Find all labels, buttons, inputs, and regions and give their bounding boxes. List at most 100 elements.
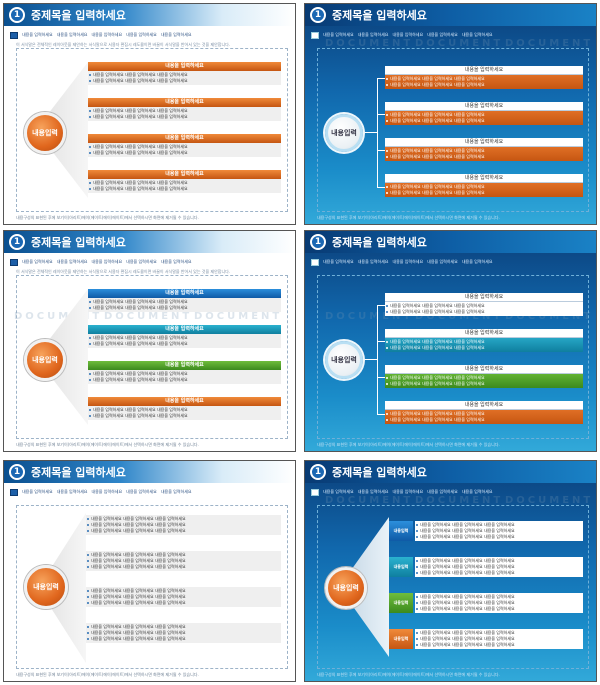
slide-title: 중제목을 입력하세요: [31, 9, 126, 22]
list-icon: [311, 31, 319, 39]
sub-nav-item: 내용을 입력하세요: [126, 489, 157, 494]
item-title: 내용을 입력하세요: [385, 174, 583, 183]
content-item[interactable]: 내용을 입력하세요 내용을 입력하세요 내용을 입력하세요 내용을 입력하세요 내…: [86, 551, 281, 571]
item-line: 내용을 입력하세요 내용을 입력하세요 내용을 입력하세요: [88, 150, 281, 156]
content-item[interactable]: 내용을 입력하세요 내용을 입력하세요 내용을 입력하세요 내용을 입력하세요 내…: [385, 329, 583, 352]
content-item[interactable]: 내용을 입력하세요 내용을 입력하세요 내용을 입력하세요 내용을 입력하세요 내…: [88, 170, 281, 193]
item-line: 내용을 입력하세요 내용을 입력하세요 내용을 입력하세요: [415, 600, 583, 606]
item-line: 내용을 입력하세요 내용을 입력하세요 내용을 입력하세요: [385, 154, 583, 160]
connector-line: [377, 414, 385, 415]
item-line: 내용을 입력하세요 내용을 입력하세요 내용을 입력하세요: [385, 345, 583, 351]
item-line: 내용을 입력하세요 내용을 입력하세요 내용을 입력하세요: [385, 112, 583, 118]
connector-line: [377, 187, 385, 188]
item-line: 내용을 입력하세요 내용을 입력하세요 내용을 입력하세요: [86, 516, 281, 522]
content-item[interactable]: 내용을 입력하세요 내용을 입력하세요 내용을 입력하세요 내용을 입력하세요 내…: [385, 102, 583, 125]
center-circle[interactable]: 내용입력: [24, 565, 68, 609]
label-box[interactable]: 내용입력: [389, 629, 413, 649]
sub-nav-item: 내용을 입력하세요: [91, 259, 123, 264]
content-item[interactable]: 내용을 입력하세요 내용을 입력하세요 내용을 입력하세요 내용을 입력하세요 내…: [385, 293, 583, 316]
item-line: 내용을 입력하세요 내용을 입력하세요 내용을 입력하세요: [385, 417, 583, 423]
item-line: 내용을 입력하세요 내용을 입력하세요 내용을 입력하세요: [86, 528, 281, 534]
sub-nav-item: 내용을 입력하세요: [427, 32, 458, 37]
content-item[interactable]: 내용을 입력하세요 내용을 입력하세요 내용을 입력하세요 내용을 입력하세요 내…: [88, 62, 281, 85]
sub-nav-item: 내용을 입력하세요: [427, 489, 458, 494]
slide-number: 1: [310, 464, 326, 480]
content-frame: [317, 505, 589, 669]
item-line: 내용을 입력하세요 내용을 입력하세요 내용을 입력하세요: [385, 309, 583, 315]
slide-2[interactable]: 1 중제목을 입력하세요 내용을 입력하세요 내용을 입력하세요 내용을 입력하…: [304, 3, 597, 225]
content-item[interactable]: 내용을 입력하세요 내용을 입력하세요 내용을 입력하세요 내용을 입력하세요 내…: [385, 66, 583, 89]
content-item[interactable]: 내용을 입력하세요 내용을 입력하세요 내용을 입력하세요 내용을 입력하세요 내…: [415, 557, 583, 577]
sub-nav-item: 내용을 입력하세요: [461, 259, 493, 264]
watermark-text: DOCUMENT: [505, 311, 594, 322]
sub-nav-item: 내용을 입력하세요: [22, 259, 53, 264]
sub-nav-item: 내용을 입력하세요: [126, 259, 157, 264]
item-line: 내용을 입력하세요 내용을 입력하세요 내용을 입력하세요: [385, 76, 583, 82]
content-item[interactable]: 내용을 입력하세요 내용을 입력하세요 내용을 입력하세요 내용을 입력하세요 내…: [88, 361, 281, 384]
content-item[interactable]: 내용을 입력하세요 내용을 입력하세요 내용을 입력하세요 내용을 입력하세요 내…: [86, 623, 281, 643]
content-item[interactable]: 내용을 입력하세요 내용을 입력하세요 내용을 입력하세요 내용을 입력하세요 내…: [415, 593, 583, 613]
slide-6[interactable]: 1 중제목을 입력하세요 내용을 입력하세요 내용을 입력하세요 내용을 입력하…: [304, 460, 597, 682]
content-item[interactable]: 내용을 입력하세요 내용을 입력하세요 내용을 입력하세요 내용을 입력하세요 내…: [415, 521, 583, 541]
slide-5[interactable]: 1 중제목을 입력하세요 내용을 입력하세요 내용을 입력하세요 내용을 입력하…: [3, 460, 296, 682]
content-item[interactable]: 내용을 입력하세요 내용을 입력하세요 내용을 입력하세요 내용을 입력하세요 내…: [385, 174, 583, 197]
label-box[interactable]: 내용입력: [389, 521, 413, 541]
sub-nav: 내용을 입력하세요 내용을 입력하세요 내용을 입력하세요 내용을 입력하세요 …: [311, 257, 591, 267]
sub-nav-item: 내용을 입력하세요: [427, 259, 458, 264]
item-line: 내용을 입력하세요 내용을 입력하세요 내용을 입력하세요: [88, 186, 281, 192]
slide-4[interactable]: 1 중제목을 입력하세요 내용을 입력하세요 내용을 입력하세요 내용을 입력하…: [304, 230, 597, 452]
item-line: 내용을 입력하세요 내용을 입력하세요 내용을 입력하세요: [88, 407, 281, 413]
slide-3[interactable]: 1 중제목을 입력하세요 내용을 입력하세요 내용을 입력하세요 내용을 입력하…: [3, 230, 296, 452]
content-item[interactable]: 내용을 입력하세요 내용을 입력하세요 내용을 입력하세요 내용을 입력하세요 내…: [385, 401, 583, 424]
item-line: 내용을 입력하세요 내용을 입력하세요 내용을 입력하세요: [86, 630, 281, 636]
content-item[interactable]: 내용을 입력하세요 내용을 입력하세요 내용을 입력하세요 내용을 입력하세요 내…: [88, 397, 281, 420]
center-circle[interactable]: 내용입력: [24, 112, 66, 154]
content-item[interactable]: 내용을 입력하세요 내용을 입력하세요 내용을 입력하세요 내용을 입력하세요 내…: [88, 325, 281, 348]
sub-nav-item: 내용을 입력하세요: [323, 259, 354, 264]
content-item[interactable]: 내용을 입력하세요 내용을 입력하세요 내용을 입력하세요 내용을 입력하세요 내…: [88, 98, 281, 121]
watermark-text: DOCUMENT: [194, 311, 283, 322]
center-circle[interactable]: 내용입력: [325, 341, 363, 379]
sub-nav-item: 내용을 입력하세요: [56, 32, 88, 37]
item-line: 내용을 입력하세요 내용을 입력하세요 내용을 입력하세요: [88, 299, 281, 305]
slide-footer: 내용구성의 표현된 후에 보기이(아리트)에이(에이트)에이(에이트)에서 선택…: [317, 442, 500, 447]
sub-nav-item: 내용을 입력하세요: [126, 32, 157, 37]
slide-footer: 내용구성의 표현된 후에 보기이(아리트)에이(에이트)에이(에이트)에서 선택…: [317, 672, 500, 677]
content-item[interactable]: 내용을 입력하세요 내용을 입력하세요 내용을 입력하세요 내용을 입력하세요 내…: [385, 365, 583, 388]
sub-nav-item: 내용을 입력하세요: [392, 32, 424, 37]
item-line: 내용을 입력하세요 내용을 입력하세요 내용을 입력하세요: [415, 570, 583, 576]
item-title: 내용을 입력하세요: [88, 289, 281, 298]
watermark-text: DOCUMENT: [505, 38, 594, 49]
sub-nav-item: 내용을 입력하세요: [160, 32, 192, 37]
center-circle[interactable]: 내용입력: [24, 339, 66, 381]
watermark-text: DOCUMENT: [415, 38, 504, 49]
sub-nav-item: 내용을 입력하세요: [160, 259, 192, 264]
slide-header: 1 중제목을 입력하세요: [305, 461, 596, 483]
content-item[interactable]: 내용을 입력하세요 내용을 입력하세요 내용을 입력하세요 내용을 입력하세요 내…: [86, 587, 281, 607]
sub-nav: 내용을 입력하세요 내용을 입력하세요 내용을 입력하세요 내용을 입력하세요 …: [311, 487, 591, 497]
center-circle[interactable]: 내용입력: [325, 114, 363, 152]
sub-nav-item: 내용을 입력하세요: [160, 489, 192, 494]
label-box[interactable]: 내용입력: [389, 557, 413, 577]
content-item[interactable]: 내용을 입력하세요 내용을 입력하세요 내용을 입력하세요 내용을 입력하세요 내…: [88, 134, 281, 157]
list-icon: [311, 488, 319, 496]
content-item[interactable]: 내용을 입력하세요 내용을 입력하세요 내용을 입력하세요 내용을 입력하세요 내…: [88, 289, 281, 312]
item-line: 내용을 입력하세요 내용을 입력하세요 내용을 입력하세요: [88, 413, 281, 419]
item-line: 내용을 입력하세요 내용을 입력하세요 내용을 입력하세요: [88, 341, 281, 347]
item-line: 내용을 입력하세요 내용을 입력하세요 내용을 입력하세요: [385, 411, 583, 417]
slide-1[interactable]: 1 중제목을 입력하세요 내용을 입력하세요 내용을 입력하세요 내용을 입력하…: [3, 3, 296, 225]
watermark-text: DOCUMENT: [325, 38, 414, 49]
slide-number: 1: [310, 7, 326, 23]
label-box[interactable]: 내용입력: [389, 593, 413, 613]
list-icon: [10, 31, 18, 39]
slide-title: 중제목을 입력하세요: [31, 466, 126, 479]
content-item[interactable]: 내용을 입력하세요 내용을 입력하세요 내용을 입력하세요 내용을 입력하세요 내…: [385, 138, 583, 161]
item-line: 내용을 입력하세요 내용을 입력하세요 내용을 입력하세요: [86, 600, 281, 606]
content-item[interactable]: 내용을 입력하세요 내용을 입력하세요 내용을 입력하세요 내용을 입력하세요 내…: [415, 629, 583, 649]
connector-line: [377, 341, 385, 342]
slide-header: 1 중제목을 입력하세요: [305, 231, 596, 253]
slide-footer: 내용구성의 표현된 후에 보기이(아리트)에이(에이트)에이(에이트)에서 선택…: [16, 672, 199, 677]
center-circle[interactable]: 내용입력: [325, 567, 367, 609]
